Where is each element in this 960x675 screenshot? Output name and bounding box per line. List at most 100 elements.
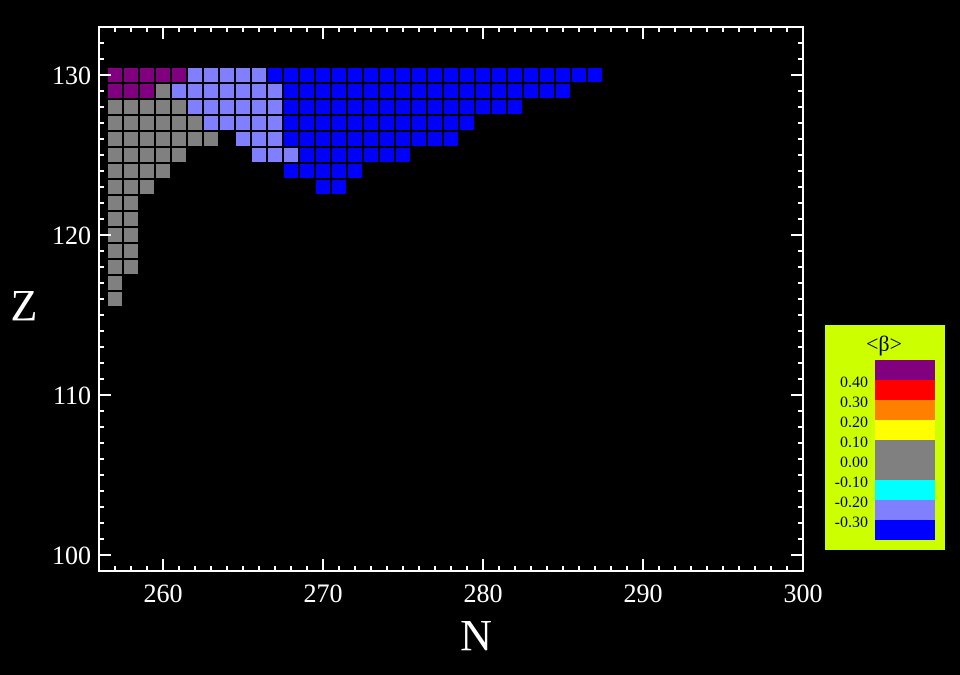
nuclide-cell-z130-n275 xyxy=(396,68,410,82)
nuclide-cell-z127-n279 xyxy=(460,116,474,130)
nuclide-cell-z129-n280 xyxy=(476,84,490,98)
nuclide-cell-z129-n267 xyxy=(268,84,282,98)
nuclide-cell-z125-n267 xyxy=(268,148,282,162)
nuclide-cell-z129-n276 xyxy=(412,84,426,98)
nuclide-cell-z124-n272 xyxy=(348,164,362,178)
nuclide-cell-z129-n269 xyxy=(300,84,314,98)
nuclide-cell-z129-n285 xyxy=(556,84,570,98)
nuclide-cell-z127-n260 xyxy=(156,116,170,130)
nuclide-cell-z126-n275 xyxy=(396,132,410,146)
legend-value-label: 0.00 xyxy=(840,454,868,471)
nuclide-cell-z127-n268 xyxy=(284,116,298,130)
nuclide-cell-z127-n264 xyxy=(220,116,234,130)
nuclide-cell-z121-n257 xyxy=(108,212,122,226)
y-tick-label: 110 xyxy=(53,381,91,410)
nuclide-cell-z130-n266 xyxy=(252,68,266,82)
nuclide-cell-z126-n258 xyxy=(124,132,138,146)
nuclide-cell-z123-n258 xyxy=(124,180,138,194)
nuclide-cell-z128-n275 xyxy=(396,100,410,114)
nuclide-cell-z129-n272 xyxy=(348,84,362,98)
nuclide-cell-z127-n275 xyxy=(396,116,410,130)
nuclide-cell-z123-n257 xyxy=(108,180,122,194)
x-tick-label: 270 xyxy=(304,579,343,608)
nuclide-cell-z129-n264 xyxy=(220,84,234,98)
nuclide-cell-z125-n266 xyxy=(252,148,266,162)
nuclide-cell-z130-n278 xyxy=(444,68,458,82)
nuclide-cell-z128-n279 xyxy=(460,100,474,114)
nuclide-cell-z126-n276 xyxy=(412,132,426,146)
nuclide-cell-z126-n261 xyxy=(172,132,186,146)
nuclide-cell-z122-n258 xyxy=(124,196,138,210)
nuclide-cell-z126-n269 xyxy=(300,132,314,146)
nuclide-cell-z130-n286 xyxy=(572,68,586,82)
y-tick-label: 120 xyxy=(52,221,91,250)
x-axis-label: N xyxy=(460,611,492,660)
nuclide-cell-z129-n283 xyxy=(524,84,538,98)
nuclide-cell-z128-n278 xyxy=(444,100,458,114)
nuclide-cell-z128-n267 xyxy=(268,100,282,114)
nuclide-cell-z120-n258 xyxy=(124,228,138,242)
nuclide-cell-z126-n273 xyxy=(364,132,378,146)
nuclide-cell-z126-n271 xyxy=(332,132,346,146)
nuclide-cell-z124-n260 xyxy=(156,164,170,178)
nuclide-cell-z128-n269 xyxy=(300,100,314,114)
nuclide-cell-z128-n260 xyxy=(156,100,170,114)
nuclide-cell-z123-n270 xyxy=(316,180,330,194)
nuclide-cell-z129-n279 xyxy=(460,84,474,98)
nuclide-cell-z128-n280 xyxy=(476,100,490,114)
nuclide-cell-z128-n266 xyxy=(252,100,266,114)
nuclide-cell-z126-n278 xyxy=(444,132,458,146)
legend-color-band xyxy=(875,480,935,500)
nuclide-cell-z130-n272 xyxy=(348,68,362,82)
nuclide-cell-z130-n260 xyxy=(156,68,170,82)
nuclide-cell-z130-n274 xyxy=(380,68,394,82)
nuclide-cell-z129-n261 xyxy=(172,84,186,98)
nuclide-cell-z130-n265 xyxy=(236,68,250,82)
y-axis-label: Z xyxy=(11,281,38,330)
legend-color-band xyxy=(875,420,935,440)
nuclide-cell-z130-n263 xyxy=(204,68,218,82)
nuclide-cell-z127-n259 xyxy=(140,116,154,130)
nuclide-cell-z127-n270 xyxy=(316,116,330,130)
nuclide-cell-z123-n271 xyxy=(332,180,346,194)
legend-value-label: -0.20 xyxy=(835,494,868,511)
nuclide-cell-z127-n274 xyxy=(380,116,394,130)
nuclide-cell-z118-n258 xyxy=(124,260,138,274)
color-legend: <β> 0.40 0.30 0.20 0.10 0.00 -0.10 -0.20 -0.30 xyxy=(825,325,945,550)
nuclide-cell-z126-n262 xyxy=(188,132,202,146)
nuclide-cell-z129-n282 xyxy=(508,84,522,98)
legend-value-label: 0.20 xyxy=(840,414,868,431)
nuclide-cell-z128-n272 xyxy=(348,100,362,114)
nuclide-cell-z128-n257 xyxy=(108,100,122,114)
nuclide-cell-z127-n261 xyxy=(172,116,186,130)
nuclide-cell-z118-n257 xyxy=(108,260,122,274)
nuclide-cell-z129-n277 xyxy=(428,84,442,98)
nuclide-cell-z125-n258 xyxy=(124,148,138,162)
nuclide-cell-z129-n281 xyxy=(492,84,506,98)
nuclide-cell-z127-n278 xyxy=(444,116,458,130)
nuclide-cell-z130-n262 xyxy=(188,68,202,82)
nuclide-cell-z128-n274 xyxy=(380,100,394,114)
x-tick-label: 260 xyxy=(144,579,183,608)
nuclide-cell-z128-n276 xyxy=(412,100,426,114)
nuclide-cell-z120-n257 xyxy=(108,228,122,242)
nuclide-cell-z128-n270 xyxy=(316,100,330,114)
nuclide-cell-z127-n271 xyxy=(332,116,346,130)
nuclide-cell-z124-n270 xyxy=(316,164,330,178)
nuclide-cell-z128-n264 xyxy=(220,100,234,114)
legend-color-band xyxy=(875,500,935,520)
nuclide-cell-z130-n258 xyxy=(124,68,138,82)
y-tick-label: 130 xyxy=(52,61,91,90)
nuclide-cell-z130-n273 xyxy=(364,68,378,82)
nuclide-cell-z125-n274 xyxy=(380,148,394,162)
nuclide-cell-z126-n274 xyxy=(380,132,394,146)
legend-value-label: -0.10 xyxy=(835,474,868,491)
nuclide-cell-z130-n269 xyxy=(300,68,314,82)
nuclide-cell-z127-n258 xyxy=(124,116,138,130)
nuclide-cell-z125-n269 xyxy=(300,148,314,162)
x-tick-label: 290 xyxy=(624,579,663,608)
legend-color-band xyxy=(875,400,935,420)
nuclide-cell-z124-n257 xyxy=(108,164,122,178)
nuclide-cell-z130-n261 xyxy=(172,68,186,82)
